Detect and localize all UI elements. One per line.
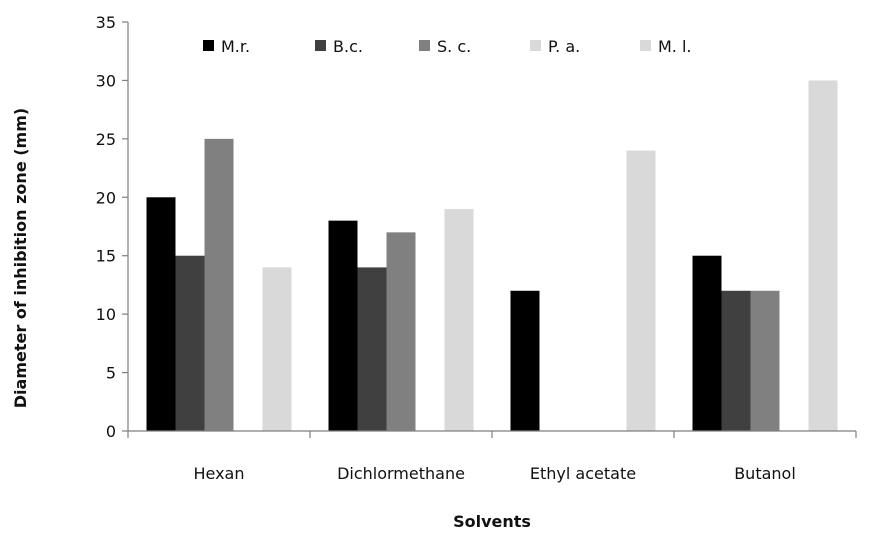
y-tick-label: 15: [96, 247, 116, 266]
legend-swatch: [419, 40, 430, 51]
legend-label: M.r.: [221, 37, 250, 56]
legend-label: S. c.: [437, 37, 471, 56]
legend-label: M. l.: [658, 37, 692, 56]
bar: [626, 150, 656, 432]
bar: [204, 138, 234, 431]
y-tick-label: 5: [106, 364, 116, 383]
y-tick-label: 25: [96, 130, 116, 149]
legend-label: B.c.: [333, 37, 363, 56]
legend: M.r. B.c. S. c. P. a. M. l.: [203, 37, 692, 56]
y-tick-label: 35: [96, 13, 116, 32]
bar: [510, 290, 540, 431]
y-axis: 0 5 10 15 20 25 30 35: [96, 13, 129, 441]
y-tick-label: 20: [96, 188, 116, 207]
bar: [328, 220, 358, 431]
legend-swatch: [203, 40, 214, 51]
y-axis-title: Diameter of inhibition zone (mm): [11, 108, 30, 408]
x-axis: Hexan Dichlormethane Ethyl acetate Butanol: [127, 430, 857, 483]
y-tick-label: 10: [96, 305, 116, 324]
legend-swatch: [530, 40, 541, 51]
bar: [357, 267, 387, 431]
x-tick-label: Butanol: [734, 464, 796, 483]
x-tick-label: Dichlormethane: [337, 464, 465, 483]
x-tick-label: Ethyl acetate: [530, 464, 636, 483]
x-tick-label: Hexan: [193, 464, 244, 483]
x-axis-title: Solvents: [453, 512, 531, 531]
bar: [750, 290, 780, 431]
bar: [262, 267, 292, 431]
bar: [386, 232, 416, 431]
bar: [721, 290, 751, 431]
y-tick-label: 30: [96, 71, 116, 90]
legend-label: P. a.: [548, 37, 580, 56]
y-tick-label: 0: [106, 422, 116, 441]
bar: [444, 208, 474, 431]
plot-area: [146, 80, 838, 432]
bar: [146, 197, 176, 431]
bar: [692, 255, 722, 431]
bar: [175, 255, 205, 431]
legend-swatch: [315, 40, 326, 51]
legend-swatch: [640, 40, 651, 51]
bar: [808, 80, 838, 431]
